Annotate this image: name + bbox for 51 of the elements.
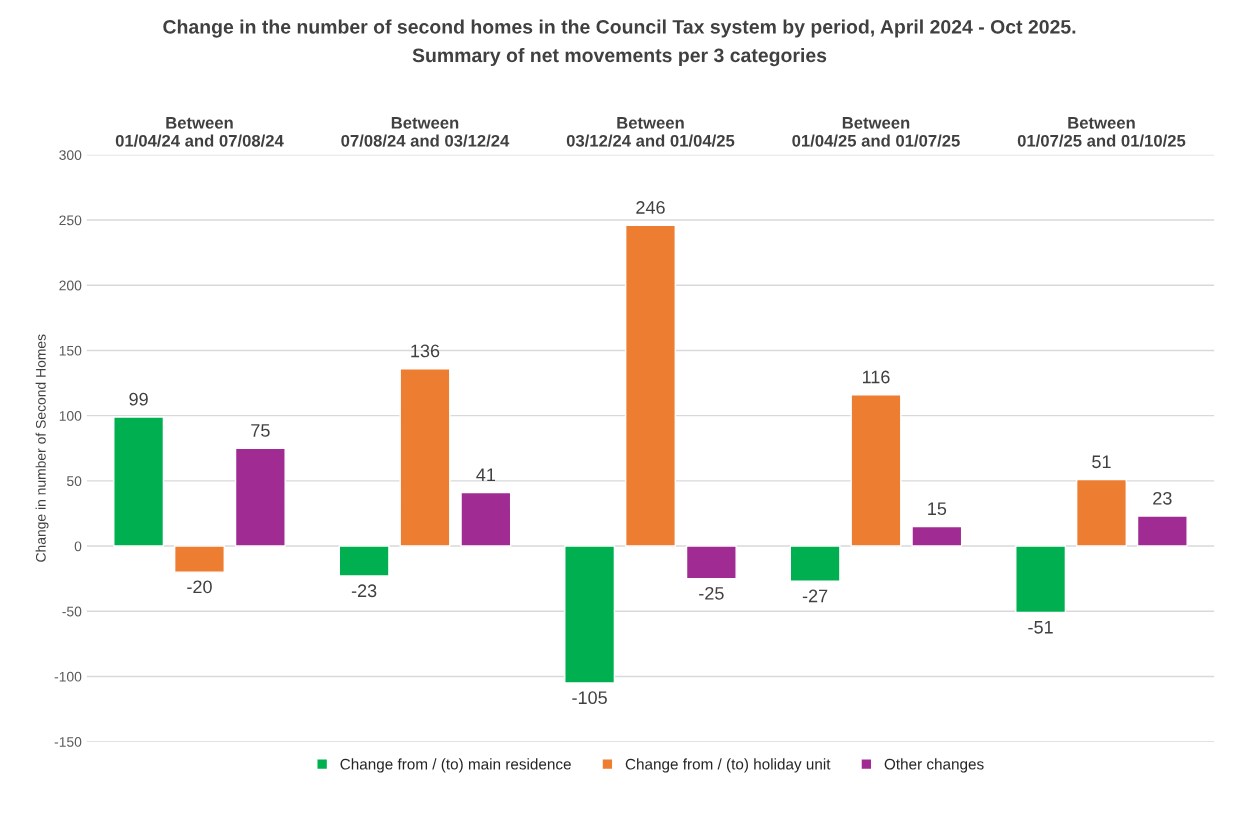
y-tick-label: -150: [54, 736, 82, 747]
legend-label: Other changes: [884, 758, 984, 773]
bar: [173, 545, 225, 573]
data-label: 136: [411, 344, 440, 358]
x-tick-label: Between 07/08/24 and 03/12/24: [341, 117, 510, 147]
bar: [113, 416, 165, 547]
bar: [338, 545, 390, 577]
bar: [1136, 515, 1188, 547]
bar: [1015, 545, 1067, 614]
data-label: 23: [1153, 491, 1172, 505]
y-axis-title: Change in number of Second Homes: [35, 334, 49, 562]
data-label: -23: [351, 584, 377, 598]
data-label: -25: [699, 586, 724, 600]
y-tick-label: 200: [59, 280, 82, 291]
data-label: 41: [476, 468, 496, 482]
bar: [850, 394, 902, 547]
bar: [234, 447, 286, 547]
chart-subtitle: Summary of net movements per 3 categories: [412, 47, 827, 67]
y-tick-label: 0: [74, 541, 82, 552]
data-label: 99: [129, 392, 148, 406]
data-label: 75: [251, 424, 270, 437]
legend-label: Change from / (to) main residence: [340, 758, 571, 773]
data-label: -105: [572, 691, 607, 705]
bar: [1075, 478, 1127, 547]
data-label: -27: [802, 589, 828, 603]
bar: [564, 545, 616, 684]
x-tick-label: Between 01/07/25 and 01/10/25: [1017, 117, 1186, 147]
bar: [685, 545, 737, 580]
x-tick-label: Between 03/12/24 and 01/04/25: [566, 117, 735, 147]
bar: [789, 545, 841, 582]
bar: [624, 224, 676, 547]
y-tick-label: 300: [59, 150, 82, 161]
bar: [399, 368, 451, 547]
x-tick-label: Between 01/04/25 and 01/07/25: [792, 117, 960, 147]
bar: [460, 491, 512, 547]
y-tick-label: 100: [59, 410, 82, 421]
data-label: 246: [636, 201, 665, 214]
y-tick-label: -50: [62, 606, 82, 617]
data-label: -20: [187, 580, 212, 594]
data-label: 116: [862, 370, 890, 384]
x-tick-label: Between 01/04/24 and 07/08/24: [115, 117, 284, 147]
y-tick-label: -100: [54, 671, 82, 682]
data-label: -51: [1028, 621, 1053, 634]
bar: [911, 525, 963, 547]
legend-label: Change from / (to) holiday unit: [625, 758, 831, 773]
y-tick-label: 150: [59, 345, 82, 356]
data-label: 51: [1092, 455, 1111, 469]
data-label: 15: [928, 502, 947, 516]
y-tick-label: 50: [66, 476, 82, 487]
chart-title: Change in the number of second homes in the Council Tax system by period, April 2024 - Oct 2025.: [163, 19, 1076, 38]
y-tick-label: 250: [59, 215, 82, 226]
